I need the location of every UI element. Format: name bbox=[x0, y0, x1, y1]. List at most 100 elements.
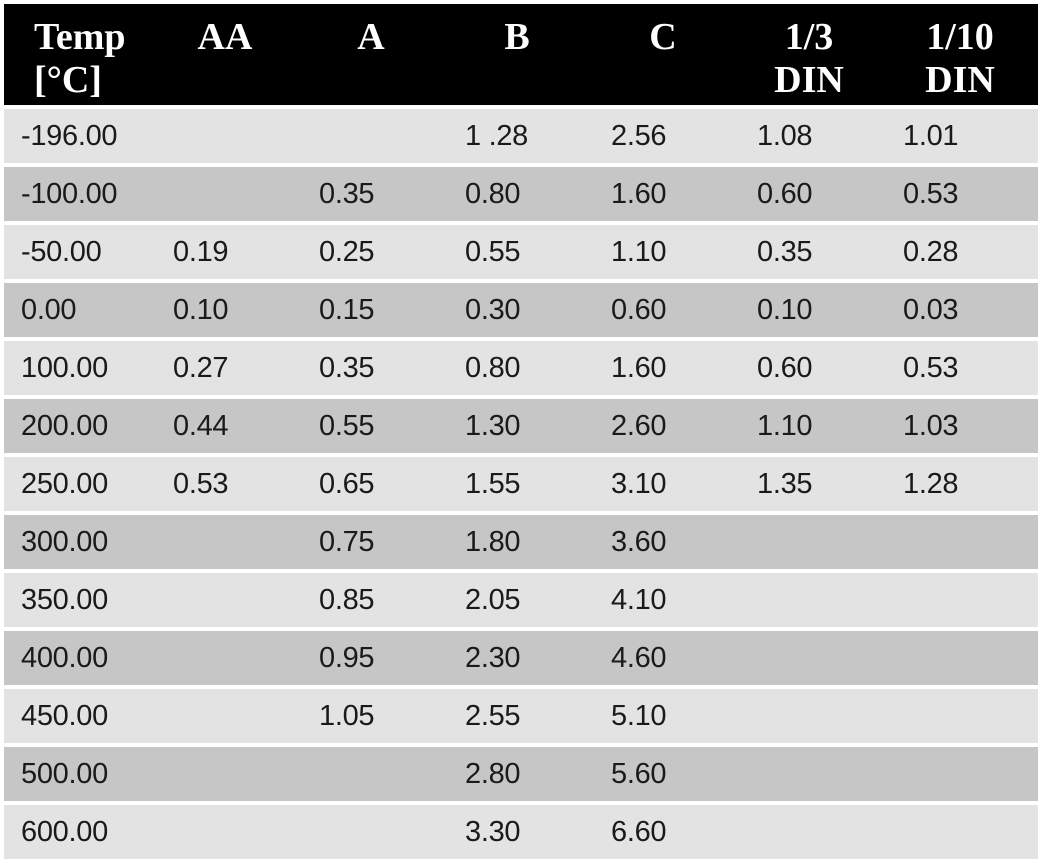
table-cell: 1.35 bbox=[736, 457, 882, 511]
table-cell: 0.35 bbox=[298, 341, 444, 395]
header-class-b: B bbox=[444, 4, 590, 105]
table-row: 500.00 2.80 5.60 bbox=[4, 747, 1038, 801]
table-cell: 5.10 bbox=[590, 689, 736, 743]
table-cell: 3.60 bbox=[590, 515, 736, 569]
table-cell bbox=[152, 805, 298, 859]
table-cell: 1.10 bbox=[590, 225, 736, 279]
table-cell bbox=[882, 631, 1038, 685]
header-class-c: C bbox=[590, 4, 736, 105]
table-cell: 500.00 bbox=[4, 747, 152, 801]
table-cell: 1.01 bbox=[882, 109, 1038, 163]
table-cell bbox=[882, 515, 1038, 569]
table-cell: 300.00 bbox=[4, 515, 152, 569]
table-cell bbox=[882, 805, 1038, 859]
table-row: -196.00 1 .28 2.56 1.08 1.01 bbox=[4, 109, 1038, 163]
table-cell bbox=[882, 689, 1038, 743]
table-cell: 4.10 bbox=[590, 573, 736, 627]
table-cell: 0.27 bbox=[152, 341, 298, 395]
table-cell bbox=[152, 689, 298, 743]
table-cell: 3.10 bbox=[590, 457, 736, 511]
table-cell: 250.00 bbox=[4, 457, 152, 511]
table-cell: 0.25 bbox=[298, 225, 444, 279]
table-cell bbox=[736, 515, 882, 569]
table-cell: 0.80 bbox=[444, 167, 590, 221]
table-cell: 0.10 bbox=[152, 283, 298, 337]
table-cell bbox=[736, 747, 882, 801]
table-cell: -100.00 bbox=[4, 167, 152, 221]
table-row: 600.00 3.30 6.60 bbox=[4, 805, 1038, 859]
table-cell: 0.00 bbox=[4, 283, 152, 337]
table-cell: 1 .28 bbox=[444, 109, 590, 163]
table-cell: 0.53 bbox=[882, 341, 1038, 395]
table-cell: 1.55 bbox=[444, 457, 590, 511]
table-cell bbox=[152, 631, 298, 685]
tolerance-table: Temp [°C] AA A B C bbox=[4, 0, 1038, 863]
header-class-aa: AA bbox=[152, 4, 298, 105]
table-row: -50.00 0.19 0.25 0.55 1.10 0.35 0.28 bbox=[4, 225, 1038, 279]
table-row: 0.00 0.10 0.15 0.30 0.60 0.10 0.03 bbox=[4, 283, 1038, 337]
table-cell: 1.03 bbox=[882, 399, 1038, 453]
table-cell: 450.00 bbox=[4, 689, 152, 743]
table-row: 100.00 0.27 0.35 0.80 1.60 0.60 0.53 bbox=[4, 341, 1038, 395]
table-cell: -50.00 bbox=[4, 225, 152, 279]
table-header: Temp [°C] AA A B C bbox=[4, 4, 1038, 105]
table-cell: 0.35 bbox=[298, 167, 444, 221]
table-cell: 0.60 bbox=[736, 341, 882, 395]
table-cell: 0.60 bbox=[736, 167, 882, 221]
header-temp: Temp [°C] bbox=[4, 4, 152, 105]
header-third-din-line2: DIN bbox=[774, 59, 844, 101]
table-cell: 1.28 bbox=[882, 457, 1038, 511]
header-temp-line1: Temp bbox=[34, 16, 126, 58]
table-cell: 0.10 bbox=[736, 283, 882, 337]
table-cell: 200.00 bbox=[4, 399, 152, 453]
header-temp-line2: [°C] bbox=[34, 59, 102, 101]
table-cell bbox=[152, 109, 298, 163]
table-row: 200.00 0.44 0.55 1.30 2.60 1.10 1.03 bbox=[4, 399, 1038, 453]
table-cell: 2.60 bbox=[590, 399, 736, 453]
table-row: 400.00 0.95 2.30 4.60 bbox=[4, 631, 1038, 685]
table-cell: 0.15 bbox=[298, 283, 444, 337]
table-cell: 0.03 bbox=[882, 283, 1038, 337]
table-row: 250.00 0.53 0.65 1.55 3.10 1.35 1.28 bbox=[4, 457, 1038, 511]
table-cell: 1.30 bbox=[444, 399, 590, 453]
table-body: -196.00 1 .28 2.56 1.08 1.01 -100.00 0.35 0.80 1… bbox=[4, 109, 1038, 859]
table-cell: 0.28 bbox=[882, 225, 1038, 279]
header-class-aa-line1: AA bbox=[197, 16, 253, 58]
table-cell: 0.80 bbox=[444, 341, 590, 395]
table-cell: 2.55 bbox=[444, 689, 590, 743]
table-row: -100.00 0.35 0.80 1.60 0.60 0.53 bbox=[4, 167, 1038, 221]
table-cell: 400.00 bbox=[4, 631, 152, 685]
table-cell: 600.00 bbox=[4, 805, 152, 859]
header-tenth-din-line2: DIN bbox=[925, 59, 995, 101]
table-cell: 0.44 bbox=[152, 399, 298, 453]
table-cell bbox=[298, 747, 444, 801]
header-row: Temp [°C] AA A B C bbox=[4, 4, 1038, 105]
table-cell: 2.80 bbox=[444, 747, 590, 801]
table-row: 450.00 1.05 2.55 5.10 bbox=[4, 689, 1038, 743]
table-cell: 0.95 bbox=[298, 631, 444, 685]
table-cell bbox=[882, 747, 1038, 801]
table-cell: 0.19 bbox=[152, 225, 298, 279]
table-cell: 0.60 bbox=[590, 283, 736, 337]
table-cell: 6.60 bbox=[590, 805, 736, 859]
header-class-a-line1: A bbox=[357, 16, 385, 58]
table-cell: 1.60 bbox=[590, 167, 736, 221]
header-class-a: A bbox=[298, 4, 444, 105]
table-cell: 0.75 bbox=[298, 515, 444, 569]
table-cell: 0.65 bbox=[298, 457, 444, 511]
header-class-c-line1: C bbox=[649, 16, 677, 58]
table-cell bbox=[298, 109, 444, 163]
table-cell bbox=[736, 573, 882, 627]
table-cell: 1.60 bbox=[590, 341, 736, 395]
table-cell bbox=[298, 805, 444, 859]
table-cell: 5.60 bbox=[590, 747, 736, 801]
table-cell bbox=[736, 805, 882, 859]
table-cell bbox=[152, 747, 298, 801]
table-cell: 0.30 bbox=[444, 283, 590, 337]
table-cell bbox=[152, 515, 298, 569]
table-row: 300.00 0.75 1.80 3.60 bbox=[4, 515, 1038, 569]
table-cell bbox=[736, 689, 882, 743]
header-third-din-line1: 1/3 bbox=[784, 16, 834, 58]
table-cell bbox=[152, 167, 298, 221]
table-cell: 0.55 bbox=[298, 399, 444, 453]
